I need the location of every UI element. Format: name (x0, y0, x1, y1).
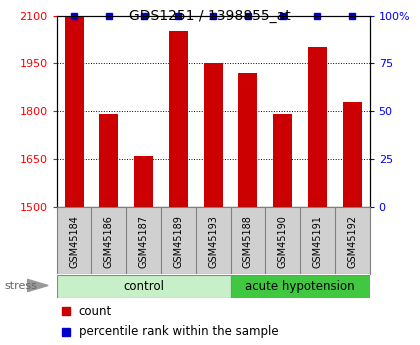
Bar (57, 275, 231, 298)
Text: GSM45191: GSM45191 (312, 215, 323, 268)
Text: GSM45186: GSM45186 (104, 215, 114, 268)
Text: GDS1251 / 1398855_at: GDS1251 / 1398855_at (129, 9, 291, 23)
Text: GSM45184: GSM45184 (69, 215, 79, 268)
Text: GSM45187: GSM45187 (139, 215, 149, 268)
Bar (308, 47, 327, 207)
Text: GSM45189: GSM45189 (173, 215, 184, 268)
Bar (134, 156, 153, 207)
Text: GSM45193: GSM45193 (208, 215, 218, 268)
Bar (169, 31, 188, 207)
Bar (65, 16, 84, 207)
Bar (204, 63, 223, 207)
Polygon shape (27, 279, 48, 292)
Bar (273, 115, 292, 207)
Bar (239, 73, 257, 207)
Bar (343, 102, 362, 207)
Text: GSM45188: GSM45188 (243, 215, 253, 268)
Bar (99, 115, 118, 207)
Bar (231, 275, 370, 298)
Text: count: count (79, 305, 112, 318)
Text: stress: stress (4, 281, 37, 290)
Text: acute hypotension: acute hypotension (245, 280, 355, 293)
Text: control: control (123, 280, 164, 293)
Text: GSM45192: GSM45192 (347, 215, 357, 268)
Text: percentile rank within the sample: percentile rank within the sample (79, 325, 278, 338)
Text: GSM45190: GSM45190 (278, 215, 288, 268)
